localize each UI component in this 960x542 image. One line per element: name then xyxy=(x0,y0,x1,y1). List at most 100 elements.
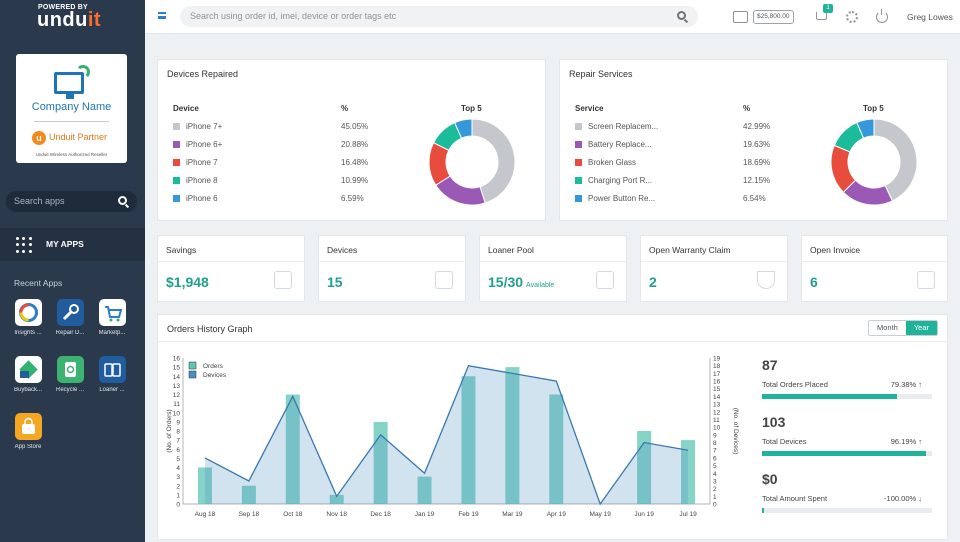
kpi-label: Total Amount Spent xyxy=(762,494,828,503)
item-label: iPhone 8 xyxy=(186,176,218,185)
item-label: Screen Replacem... xyxy=(588,122,659,131)
stat-sub: Available xyxy=(526,282,555,289)
stat-label: Devices xyxy=(327,245,358,255)
legend-swatch xyxy=(173,195,180,202)
x-tick-label: Jul 19 xyxy=(679,511,697,518)
x-tick-label: Sep 18 xyxy=(239,511,260,518)
user-name[interactable]: Greg Lowes xyxy=(907,12,953,22)
top-bar: Search using order id, imei, device or o… xyxy=(145,0,960,34)
unduit-logo[interactable]: unduit xyxy=(37,9,101,32)
gear-icon[interactable] xyxy=(846,11,858,23)
sidebar-item-my-apps[interactable]: MY APPS xyxy=(0,228,145,261)
y-tick-label: 13 xyxy=(173,383,181,390)
stat-card-loaner-pool[interactable]: Loaner Pool 15/30 Available xyxy=(479,235,627,302)
y-tick-label: 0 xyxy=(176,502,180,509)
cart-icon[interactable] xyxy=(816,12,827,20)
card-title: Repair Services xyxy=(569,69,633,79)
app-marketplace[interactable]: Marketp... xyxy=(92,299,132,336)
y-tick-label: 9 xyxy=(176,419,180,426)
shopping-bag-icon xyxy=(14,413,42,440)
stat-card-warranty[interactable]: Open Warranty Claim 2 xyxy=(640,235,788,302)
app-buyback[interactable]: Buyback... xyxy=(8,356,48,393)
item-label: iPhone 6+ xyxy=(186,140,223,149)
list-item: iPhone 8 xyxy=(173,176,218,186)
repair-services-card: Repair Services Service % Top 5 Screen R… xyxy=(559,59,948,221)
area-devices xyxy=(204,365,689,504)
y-tick-label: 7 xyxy=(176,438,180,445)
card-title: Orders History Graph xyxy=(167,324,253,334)
kpi-percent: 79.38% ↑ xyxy=(890,380,922,389)
bar-orders xyxy=(197,467,212,504)
legend-swatch xyxy=(575,123,582,130)
bar-orders xyxy=(681,440,696,504)
list-item: iPhone 6 xyxy=(173,194,218,204)
y2-tick-label: 3 xyxy=(713,478,717,485)
devices-donut-chart xyxy=(428,118,516,206)
legend-swatch xyxy=(173,123,180,130)
balance-badge[interactable]: $25,800.00 xyxy=(753,10,794,24)
y2-axis-title: (No. of Devices) xyxy=(732,408,739,455)
app-loaner[interactable]: Loaner ... xyxy=(92,356,132,393)
powered-by-label: POWERED BY xyxy=(38,4,88,11)
search-apps-input[interactable]: Search apps xyxy=(6,191,137,212)
kpi-value: $0 xyxy=(762,471,778,487)
stat-value: $1,948 xyxy=(166,274,209,290)
app-name: Insights ... xyxy=(14,330,42,336)
bar-orders xyxy=(285,394,300,504)
y2-tick-label: 2 xyxy=(713,486,717,493)
card-title: Devices Repaired xyxy=(167,69,239,79)
x-tick-label: Feb 19 xyxy=(458,511,479,518)
y-tick-label: 4 xyxy=(176,465,180,472)
x-tick-label: Jun 19 xyxy=(634,511,654,518)
donut-slice[interactable] xyxy=(856,118,875,139)
legend-swatch xyxy=(575,141,582,148)
app-store[interactable]: App Store xyxy=(8,413,48,450)
y2-tick-label: 16 xyxy=(713,379,721,386)
y2-tick-label: 10 xyxy=(713,425,721,432)
y-tick-label: 3 xyxy=(176,474,180,481)
column-header: Top 5 xyxy=(863,104,884,113)
y2-tick-label: 14 xyxy=(713,394,721,401)
item-percent: 12.15% xyxy=(743,176,771,185)
search-icon[interactable] xyxy=(677,11,686,20)
stat-card-devices[interactable]: Devices 15 xyxy=(318,235,466,302)
column-header: % xyxy=(743,104,751,113)
stat-card-invoice[interactable]: Open Invoice 6 xyxy=(801,235,948,302)
recent-apps-label: Recent Apps xyxy=(14,278,63,288)
power-icon[interactable] xyxy=(876,9,888,23)
stat-card-savings[interactable]: Savings $1,948 xyxy=(157,235,305,302)
kpi-value: 87 xyxy=(762,357,778,373)
legend-swatch xyxy=(173,177,180,184)
sidebar: POWERED BY unduit Company Name u Unduit … xyxy=(0,0,145,542)
app-insights[interactable]: Insights ... xyxy=(8,299,48,336)
x-tick-label: Oct 18 xyxy=(283,511,303,518)
search-placeholder: Search using order id, imei, device or o… xyxy=(190,11,397,21)
y-tick-label: 8 xyxy=(176,429,180,436)
y2-tick-label: 8 xyxy=(713,440,717,447)
savings-icon xyxy=(274,271,292,289)
toggle-year[interactable]: Year xyxy=(905,321,938,335)
donut-slice[interactable] xyxy=(873,118,918,202)
app-repair-desk[interactable]: Repair D... xyxy=(50,299,90,336)
kpi-value: 103 xyxy=(762,414,786,430)
toggle-month[interactable]: Month xyxy=(869,321,906,335)
bar-orders xyxy=(241,485,256,504)
search-icon[interactable] xyxy=(118,196,127,205)
y-tick-label: 6 xyxy=(176,447,180,454)
y-tick-label: 14 xyxy=(173,374,181,381)
stat-value: 2 xyxy=(649,274,657,290)
kpi-percent: 96.19% ↑ xyxy=(890,437,922,446)
y2-tick-label: 4 xyxy=(713,471,717,478)
global-search-input[interactable]: Search using order id, imei, device or o… xyxy=(180,6,698,27)
donut-slice[interactable] xyxy=(471,118,516,204)
item-percent: 19.63% xyxy=(743,140,771,149)
app-recycle[interactable]: Recycle ... xyxy=(50,356,90,393)
legend-swatch xyxy=(173,159,180,166)
donut-slice[interactable] xyxy=(454,118,473,139)
hamburger-menu-icon[interactable] xyxy=(158,12,166,19)
kpi-progress-bar xyxy=(762,394,932,399)
item-percent: 16.48% xyxy=(341,158,369,167)
company-name: Company Name xyxy=(31,101,112,113)
legend-label-orders: Orders xyxy=(203,363,224,370)
wallet-icon[interactable] xyxy=(733,11,748,23)
